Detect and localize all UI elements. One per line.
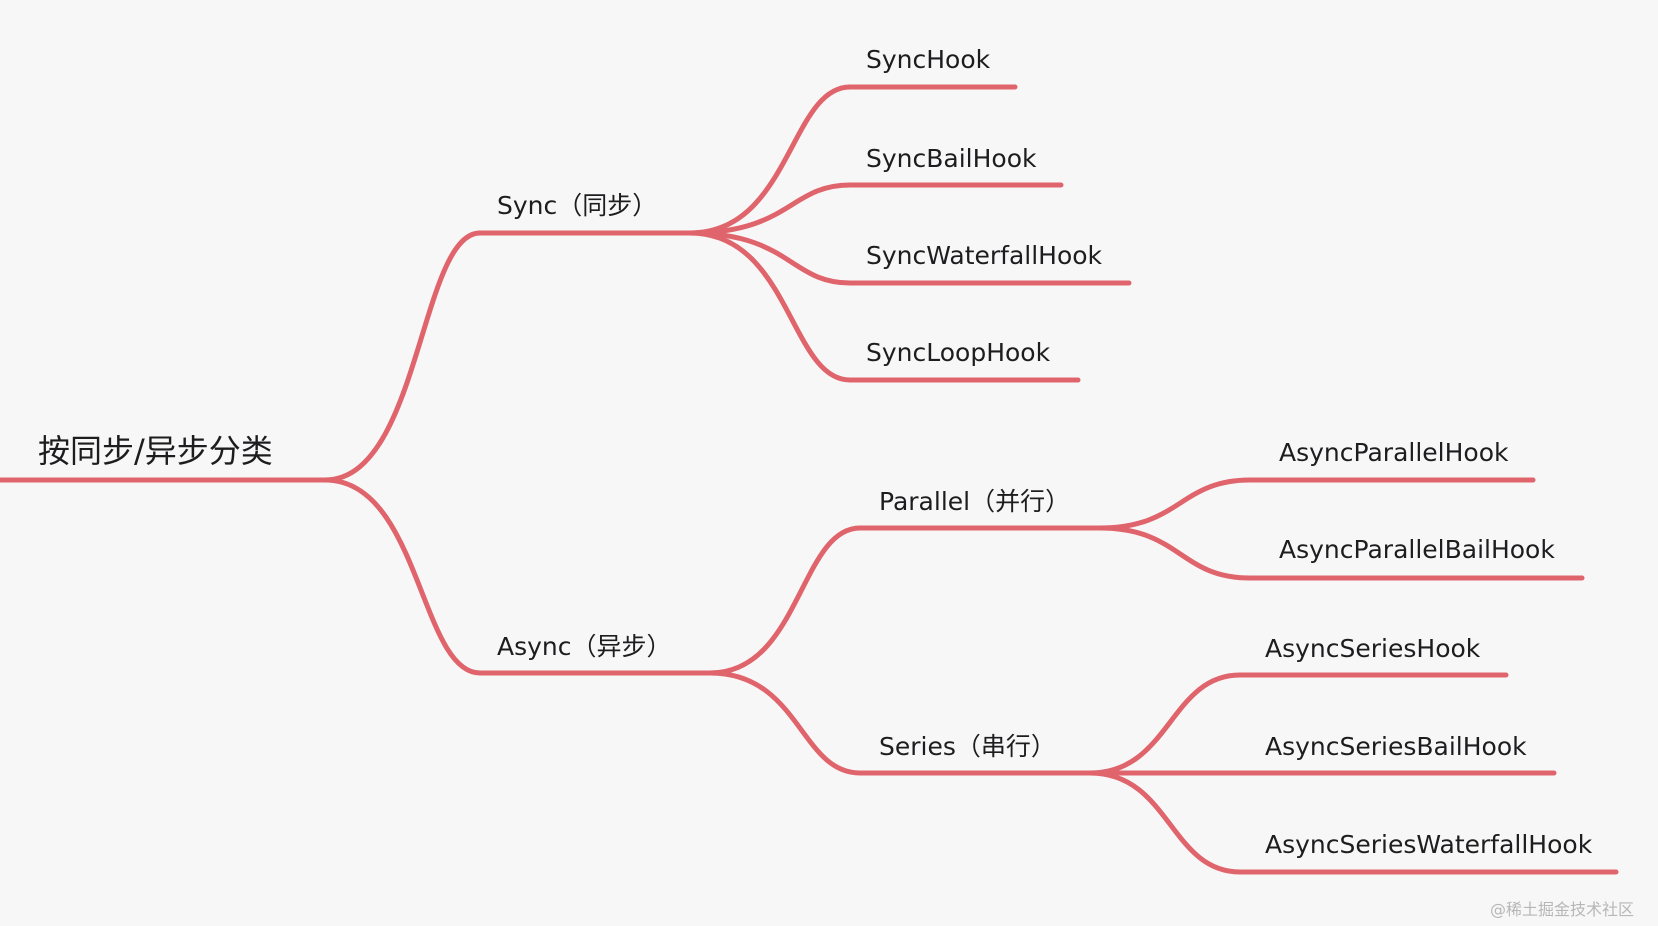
root-label: 按同步/异步分类 [38,432,273,470]
watermark: @稀土掘金技术社区 [1490,900,1634,919]
asyncserieswaterfallhook-label: AsyncSeriesWaterfallHook [1265,830,1593,859]
connector-series-asyncserieshook [1087,672,1243,776]
connector-parallel-asyncparallelhook [1097,477,1253,531]
connector-root-sync [322,230,483,483]
async-label: Async（异步） [497,632,672,661]
leaf-asyncparallelhook[interactable]: AsyncParallelHook [1247,438,1536,483]
syncbailhook-label: SyncBailHook [866,144,1037,173]
asyncseriesbailhook-label: AsyncSeriesBailHook [1265,732,1527,761]
asyncserieshook-label: AsyncSeriesHook [1265,634,1481,663]
connector-sync-synchook [687,84,853,236]
connector-parallel-asyncparallelbailhook [1097,525,1253,581]
asyncparallelhook-label: AsyncParallelHook [1279,438,1509,467]
syncloophook-label: SyncLoopHook [866,338,1051,367]
leaf-syncloophook[interactable]: SyncLoopHook [847,338,1081,383]
leaf-asyncparallelbailhook[interactable]: AsyncParallelBailHook [1247,535,1585,581]
leaf-asyncseriesbailhook[interactable]: AsyncSeriesBailHook [1237,732,1557,776]
connector-root-async [322,477,483,676]
root-node[interactable]: 按同步/异步分类 [0,432,328,483]
node-series[interactable]: Series（串行） [857,732,1093,776]
synchook-label: SyncHook [866,45,991,74]
connector-series-asyncserieswaterfallhook [1087,770,1243,875]
sync-label: Sync（同步） [497,191,657,220]
leaf-syncwaterfallhook[interactable]: SyncWaterfallHook [847,241,1132,286]
series-label: Series（串行） [879,732,1056,761]
node-sync[interactable]: Sync（同步） [477,191,693,236]
leaf-syncbailhook[interactable]: SyncBailHook [847,144,1064,188]
leaf-asyncserieshook[interactable]: AsyncSeriesHook [1237,634,1509,678]
node-async[interactable]: Async（异步） [477,632,713,676]
leaf-asyncserieswaterfallhook[interactable]: AsyncSeriesWaterfallHook [1237,830,1619,875]
asyncparallelbailhook-label: AsyncParallelBailHook [1279,535,1555,564]
connector-sync-syncloophook [687,230,853,383]
connector-async-parallel [707,525,863,676]
leaf-synchook[interactable]: SyncHook [847,45,1018,90]
connector-async-series [707,670,863,776]
connector-sync-syncwaterfallhook [687,230,853,286]
parallel-label: Parallel（并行） [879,487,1070,516]
syncwaterfallhook-label: SyncWaterfallHook [866,241,1103,270]
connector-sync-syncbailhook [687,182,853,236]
node-parallel[interactable]: Parallel（并行） [857,487,1103,531]
